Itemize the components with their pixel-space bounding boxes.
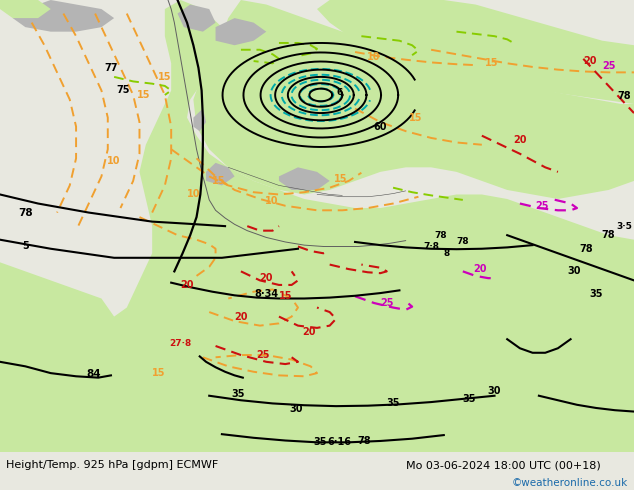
Text: 25: 25 [535,201,549,211]
Text: ©weatheronline.co.uk: ©weatheronline.co.uk [512,478,628,488]
Text: 5: 5 [22,242,29,251]
Text: 84: 84 [86,369,101,379]
Text: 10: 10 [107,155,121,166]
Polygon shape [178,4,216,32]
Text: 15: 15 [152,368,165,378]
Polygon shape [0,262,114,348]
Text: 77: 77 [105,63,119,73]
Polygon shape [193,109,206,131]
Text: 6: 6 [337,88,343,97]
Polygon shape [279,168,330,190]
Polygon shape [0,0,51,18]
Text: 15: 15 [136,90,150,100]
Polygon shape [0,0,634,452]
Text: 78: 78 [18,208,33,218]
Text: 20: 20 [259,273,273,283]
Text: 30: 30 [289,404,303,415]
Text: 6·16: 6·16 [327,437,351,447]
Polygon shape [216,18,266,45]
Text: 35: 35 [313,437,327,447]
Text: 3·5: 3·5 [616,221,633,231]
Text: 20: 20 [234,312,248,321]
Text: 78: 78 [618,91,631,101]
Text: 30: 30 [488,386,501,396]
Text: 78: 78 [602,230,616,240]
Text: 25: 25 [256,350,270,360]
Text: 8·34: 8·34 [254,289,278,299]
Text: 10: 10 [367,51,381,62]
Text: Height/Temp. 925 hPa [gdpm] ECMWF: Height/Temp. 925 hPa [gdpm] ECMWF [6,461,219,470]
Text: Mo 03-06-2024 18:00 UTC (00+18): Mo 03-06-2024 18:00 UTC (00+18) [406,461,600,470]
Text: 15: 15 [484,58,498,68]
Text: 30: 30 [567,267,581,276]
Text: 15: 15 [333,173,347,184]
Text: 35: 35 [589,289,603,299]
Text: 78: 78 [456,238,469,246]
Text: 15: 15 [278,291,292,301]
Text: 60: 60 [373,122,387,132]
Polygon shape [206,163,235,185]
Polygon shape [13,0,114,32]
Text: 15: 15 [158,72,172,82]
Text: 10: 10 [186,190,200,199]
Text: 78: 78 [357,436,371,446]
Polygon shape [193,0,634,199]
Text: 78: 78 [434,231,447,240]
Text: 35: 35 [231,390,245,399]
Text: 20: 20 [180,280,194,290]
Polygon shape [317,0,634,104]
Text: 35: 35 [462,394,476,404]
Text: 25: 25 [380,298,394,308]
Text: 25: 25 [602,61,616,71]
Text: 27·8: 27·8 [169,339,192,348]
Text: 75: 75 [116,85,130,96]
Text: 15: 15 [212,176,226,186]
Text: 8: 8 [444,249,450,258]
Text: 20: 20 [583,56,597,66]
Text: 78: 78 [579,244,593,254]
Text: 15: 15 [408,113,422,122]
Text: 7·8: 7·8 [423,242,439,251]
Text: 10: 10 [264,196,278,206]
Text: 20: 20 [473,264,487,274]
Text: 20: 20 [302,327,316,338]
Text: 35: 35 [386,398,400,409]
Text: 20: 20 [513,135,527,145]
